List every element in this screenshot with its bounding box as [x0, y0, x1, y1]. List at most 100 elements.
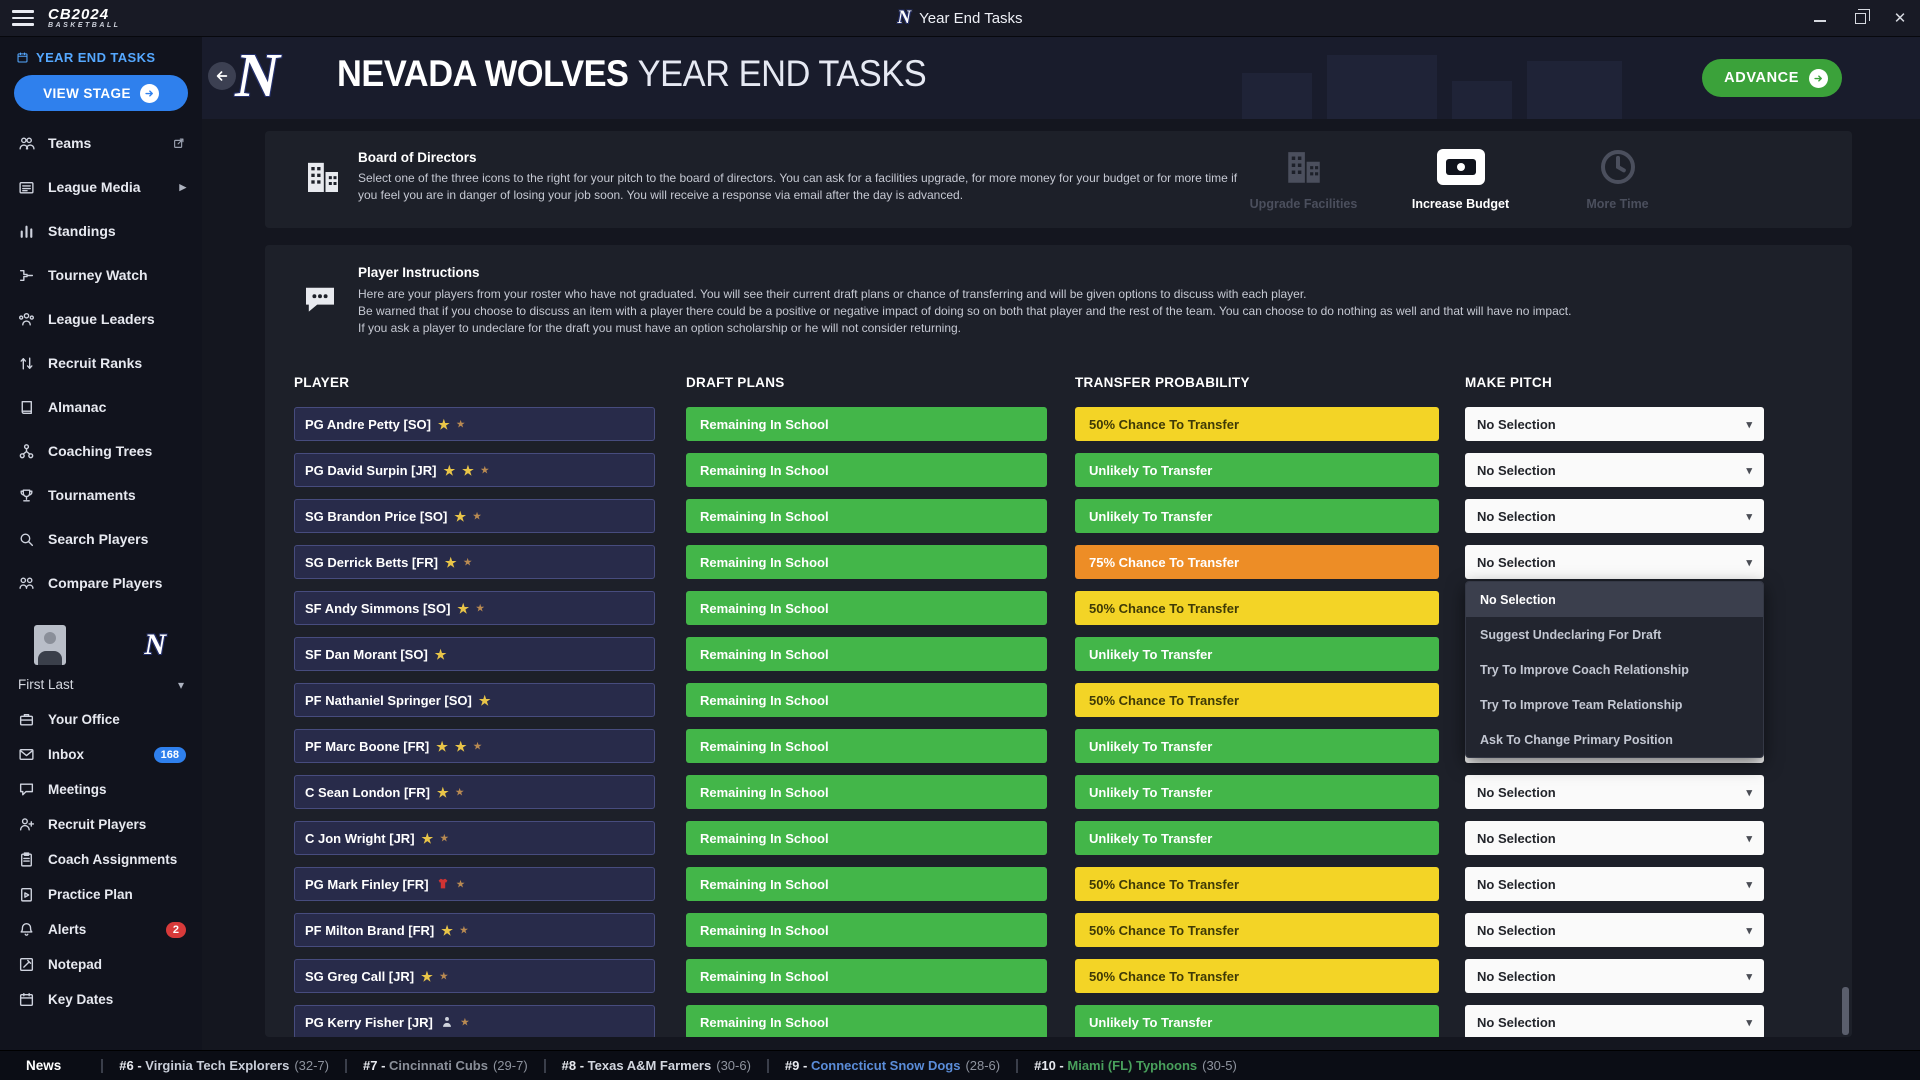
sidebar-item-recruit-ranks[interactable]: Recruit Ranks	[0, 341, 202, 385]
board-option-increase-budget[interactable]: Increase Budget	[1382, 145, 1539, 211]
draft-plan-button[interactable]: Remaining In School	[686, 913, 1047, 947]
board-option-upgrade-facilities[interactable]: Upgrade Facilities	[1225, 145, 1382, 211]
player-cell[interactable]: C Jon Wright [JR] ★ ★	[294, 821, 655, 855]
player-cell[interactable]: C Sean London [FR] ★ ★	[294, 775, 655, 809]
make-pitch-dropdown[interactable]: No Selection ▾	[1465, 913, 1764, 947]
transfer-probability-button[interactable]: 75% Chance To Transfer	[1075, 545, 1439, 579]
draft-plan-button[interactable]: Remaining In School	[686, 729, 1047, 763]
transfer-probability-button[interactable]: Unlikely To Transfer	[1075, 637, 1439, 671]
back-button[interactable]	[208, 62, 236, 90]
player-cell[interactable]: SG Greg Call [JR] ★ ★	[294, 959, 655, 993]
sidebar-item-coaching-trees[interactable]: Coaching Trees	[0, 429, 202, 473]
team-logo[interactable]: N	[144, 628, 166, 661]
transfer-probability-button[interactable]: Unlikely To Transfer	[1075, 821, 1439, 855]
sidebar-item-tournaments[interactable]: Tournaments	[0, 473, 202, 517]
profile-name-row[interactable]: First Last ▾	[0, 671, 202, 692]
upgrade-facilities-icon	[1283, 145, 1325, 189]
ticker-item[interactable]: #10 - Miami (FL) Typhoons (30-5)	[1034, 1058, 1237, 1073]
scrollbar[interactable]	[1842, 245, 1849, 1037]
draft-plan-button[interactable]: Remaining In School	[686, 683, 1047, 717]
advance-button[interactable]: ADVANCE	[1702, 59, 1842, 97]
draft-plan-button[interactable]: Remaining In School	[686, 959, 1047, 993]
sidebar-item-inbox[interactable]: Inbox 168	[0, 737, 202, 772]
sidebar-item-almanac[interactable]: Almanac	[0, 385, 202, 429]
draft-plan-button[interactable]: Remaining In School	[686, 637, 1047, 671]
pitch-menu-option[interactable]: No Selection	[1466, 582, 1763, 617]
sidebar-item-your-office[interactable]: Your Office	[0, 702, 202, 737]
player-cell[interactable]: SG Brandon Price [SO] ★ ★	[294, 499, 655, 533]
draft-plan-button[interactable]: Remaining In School	[686, 591, 1047, 625]
transfer-probability-button[interactable]: 50% Chance To Transfer	[1075, 867, 1439, 901]
scrollbar-thumb[interactable]	[1842, 987, 1849, 1035]
draft-plan-button[interactable]: Remaining In School	[686, 821, 1047, 855]
player-cell[interactable]: SG Derrick Betts [FR] ★ ★	[294, 545, 655, 579]
player-cell[interactable]: PF Milton Brand [FR] ★ ★	[294, 913, 655, 947]
make-pitch-dropdown[interactable]: No Selection ▾	[1465, 821, 1764, 855]
player-cell[interactable]: SF Dan Morant [SO] ★	[294, 637, 655, 671]
pitch-menu-option[interactable]: Ask To Change Primary Position	[1480, 732, 1673, 747]
player-cell[interactable]: PG Mark Finley [FR] ★	[294, 867, 655, 901]
draft-plan-button[interactable]: Remaining In School	[686, 867, 1047, 901]
transfer-probability-button[interactable]: Unlikely To Transfer	[1075, 1005, 1439, 1037]
coach-avatar[interactable]	[34, 625, 66, 665]
transfer-probability-button[interactable]: Unlikely To Transfer	[1075, 775, 1439, 809]
ticker-item[interactable]: #7 - Cincinnati Cubs (29-7)	[363, 1058, 528, 1073]
transfer-probability-button[interactable]: 50% Chance To Transfer	[1075, 407, 1439, 441]
transfer-probability-button[interactable]: Unlikely To Transfer	[1075, 453, 1439, 487]
ticker-item[interactable]: #6 - Virginia Tech Explorers (32-7)	[119, 1058, 329, 1073]
make-pitch-dropdown[interactable]: No Selection ▾	[1465, 959, 1764, 993]
table-row: PG Kerry Fisher [JR] ★ Remaining In School…	[265, 1005, 1852, 1037]
close-button[interactable]: ✕	[1893, 10, 1907, 27]
make-pitch-dropdown[interactable]: No Selection ▾	[1465, 499, 1764, 533]
sidebar-item-meetings[interactable]: Meetings	[0, 772, 202, 807]
transfer-probability-button[interactable]: 50% Chance To Transfer	[1075, 913, 1439, 947]
draft-plan-button[interactable]: Remaining In School	[686, 453, 1047, 487]
sidebar-item-practice-plan[interactable]: Practice Plan	[0, 877, 202, 912]
pitch-menu-option[interactable]: Try To Improve Coach Relationship	[1480, 662, 1689, 677]
ticker-item[interactable]: #8 - Texas A&M Farmers (30-6)	[562, 1058, 751, 1073]
make-pitch-dropdown[interactable]: No Selection ▾	[1465, 1005, 1764, 1037]
board-option-more-time[interactable]: More Time	[1539, 145, 1696, 211]
draft-plan-button[interactable]: Remaining In School	[686, 407, 1047, 441]
make-pitch-dropdown[interactable]: No Selection ▾	[1465, 453, 1764, 487]
transfer-probability-button[interactable]: 50% Chance To Transfer	[1075, 591, 1439, 625]
sidebar-item-standings[interactable]: Standings	[0, 209, 202, 253]
player-cell[interactable]: SF Andy Simmons [SO] ★ ★	[294, 591, 655, 625]
sidebar-item-alerts[interactable]: Alerts 2	[0, 912, 202, 947]
sidebar-item-coach-assignments[interactable]: Coach Assignments	[0, 842, 202, 877]
make-pitch-dropdown[interactable]: No Selection ▾	[1465, 775, 1764, 809]
sidebar-item-key-dates[interactable]: Key Dates	[0, 982, 202, 1017]
player-cell[interactable]: PF Marc Boone [FR] ★ ★ ★	[294, 729, 655, 763]
restore-button[interactable]	[1852, 9, 1870, 26]
make-pitch-dropdown[interactable]: No Selection ▾	[1465, 867, 1764, 901]
sidebar-item-league-leaders[interactable]: League Leaders	[0, 297, 202, 341]
minimize-button[interactable]	[1812, 10, 1828, 26]
make-pitch-dropdown[interactable]: No Selection ▾	[1465, 407, 1764, 441]
make-pitch-dropdown[interactable]: No Selection ▾ No Selection Suggest Undecla…	[1465, 545, 1764, 758]
player-cell[interactable]: PG David Surpin [JR] ★ ★ ★	[294, 453, 655, 487]
sidebar-item-notepad[interactable]: Notepad	[0, 947, 202, 982]
pitch-menu-option[interactable]: Try To Improve Team Relationship	[1480, 697, 1683, 712]
player-cell[interactable]: PG Andre Petty [SO] ★ ★	[294, 407, 655, 441]
sidebar-item-teams[interactable]: Teams	[0, 121, 202, 165]
view-stage-button[interactable]: VIEW STAGE	[14, 75, 188, 111]
player-cell[interactable]: PF Nathaniel Springer [SO] ★	[294, 683, 655, 717]
sidebar-item-tourney-watch[interactable]: Tourney Watch	[0, 253, 202, 297]
transfer-probability-button[interactable]: Unlikely To Transfer	[1075, 729, 1439, 763]
sidebar-item-search-players[interactable]: Search Players	[0, 517, 202, 561]
player-cell[interactable]: PG Kerry Fisher [JR] ★	[294, 1005, 655, 1037]
draft-plan-button[interactable]: Remaining In School	[686, 499, 1047, 533]
sidebar-item-compare-players[interactable]: Compare Players	[0, 561, 202, 605]
transfer-probability-button[interactable]: 50% Chance To Transfer	[1075, 959, 1439, 993]
sidebar-item-recruit-players[interactable]: Recruit Players	[0, 807, 202, 842]
draft-plan-button[interactable]: Remaining In School	[686, 545, 1047, 579]
draft-plan-button[interactable]: Remaining In School	[686, 775, 1047, 809]
ticker-item[interactable]: #9 - Connecticut Snow Dogs (28-6)	[785, 1058, 1000, 1073]
sidebar-item-league-media[interactable]: League Media ▸	[0, 165, 202, 209]
transfer-probability-button[interactable]: 50% Chance To Transfer	[1075, 683, 1439, 717]
transfer-probability-button[interactable]: Unlikely To Transfer	[1075, 499, 1439, 533]
pitch-menu-option[interactable]: Suggest Undeclaring For Draft	[1480, 627, 1662, 642]
ticker-label[interactable]: News	[26, 1058, 62, 1073]
menu-icon[interactable]	[12, 10, 34, 26]
draft-plan-button[interactable]: Remaining In School	[686, 1005, 1047, 1037]
